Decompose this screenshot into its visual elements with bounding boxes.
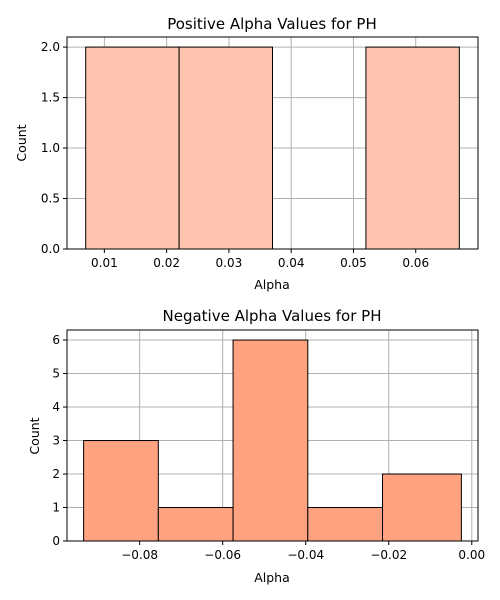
histogram-bar: [178, 46, 273, 250]
y-tick-label: 0: [52, 534, 60, 548]
y-tick-label: 0.5: [41, 192, 60, 206]
y-tick-label: 5: [52, 367, 60, 381]
plot-frame: [66, 36, 479, 250]
y-tick-label: 6: [52, 333, 60, 347]
y-tick-label: 0.0: [41, 242, 60, 256]
x-tick-label: −0.04: [287, 548, 324, 562]
y-tick-label: 3: [52, 434, 60, 448]
x-tick-label: 0.02: [153, 256, 180, 270]
x-ticks: −0.08 −0.06 −0.04 −0.02 0.00: [121, 541, 485, 562]
x-tick-label: 0.01: [91, 256, 118, 270]
chart-title: Positive Alpha Values for PH: [167, 15, 377, 33]
chart-title: Negative Alpha Values for PH: [163, 307, 382, 325]
x-tick-label: 0.00: [458, 548, 485, 562]
histogram-bar: [157, 507, 234, 542]
x-tick-label: 0.03: [216, 256, 243, 270]
y-axis-label: Count: [27, 417, 42, 454]
x-ticks: 0.01 0.02 0.03 0.04 0.05 0.06: [91, 249, 429, 270]
y-tick-label: 4: [52, 400, 60, 414]
x-axis-label: Alpha: [254, 277, 290, 292]
histogram-bar: [382, 473, 462, 542]
x-tick-label: −0.06: [204, 548, 241, 562]
x-tick-label: 0.05: [340, 256, 367, 270]
x-axis-label: Alpha: [254, 570, 290, 585]
histogram-bar: [365, 46, 460, 250]
bars: [85, 46, 460, 250]
y-tick-label: 1.0: [41, 141, 60, 155]
histogram-bar: [83, 440, 159, 542]
y-tick-label: 1: [52, 501, 60, 515]
plot-frame: [66, 329, 479, 542]
histogram-bar: [85, 46, 180, 250]
y-ticks: 0.0 0.5 1.0 1.5 2.0: [41, 40, 67, 256]
histogram-bar: [232, 339, 309, 542]
y-ticks: 0 1 2 3 4 5 6: [52, 333, 67, 548]
y-axis-label: Count: [14, 124, 29, 161]
x-tick-label: −0.08: [121, 548, 158, 562]
histogram-bar: [307, 507, 384, 542]
negative-alpha-histogram: Negative Alpha Values for PH −0.08 −0.06−…: [27, 307, 485, 585]
x-tick-label: 0.06: [402, 256, 429, 270]
bars: [83, 339, 462, 542]
positive-alpha-histogram: Positive Alpha Values for PH 0.01 0.02 0.0…: [14, 15, 479, 292]
y-tick-label: 1.5: [41, 91, 60, 105]
y-tick-label: 2.0: [41, 40, 60, 54]
y-tick-label: 2: [52, 467, 60, 481]
x-tick-label: −0.02: [370, 548, 407, 562]
x-tick-label: 0.04: [278, 256, 305, 270]
